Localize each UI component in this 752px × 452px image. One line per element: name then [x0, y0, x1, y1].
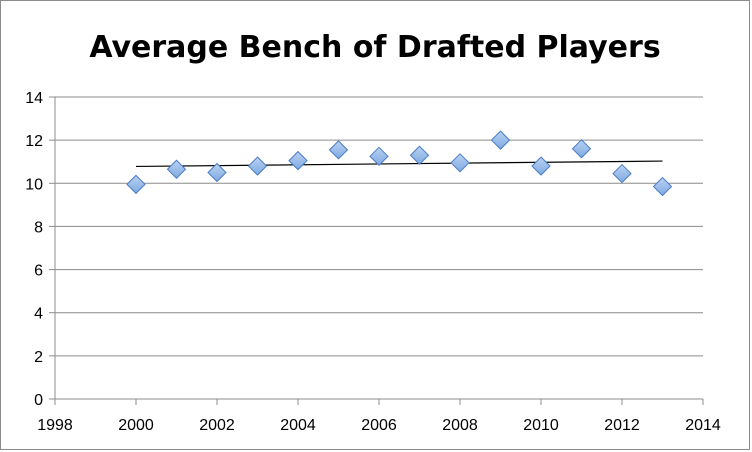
chart-title: Average Bench of Drafted Players	[89, 30, 661, 65]
y-tick-label: 12	[25, 133, 43, 150]
data-point	[207, 162, 227, 183]
y-tick-label: 14	[25, 90, 43, 107]
y-tick-label: 0	[34, 392, 43, 409]
axes	[49, 96, 704, 405]
y-tick-label: 4	[34, 306, 43, 323]
x-tick-label: 2010	[523, 417, 559, 434]
x-tick-label: 2002	[199, 417, 235, 434]
trendline-segment	[135, 160, 663, 168]
x-tick-label: 2006	[361, 417, 397, 434]
x-tick-label: 2000	[118, 417, 154, 434]
y-tick-label: 10	[25, 176, 43, 193]
x-tick-label: 2004	[280, 417, 316, 434]
data-point	[247, 156, 268, 176]
data-point	[328, 140, 349, 160]
data-point	[571, 139, 592, 159]
y-tick-label: 8	[34, 219, 43, 236]
gridlines	[55, 96, 703, 357]
trendline	[135, 160, 663, 168]
data-point	[490, 130, 511, 150]
data-point	[652, 176, 673, 197]
x-tick-label: 2008	[442, 417, 478, 434]
y-tick-label: 6	[34, 263, 43, 280]
data-point	[369, 146, 389, 167]
data-point	[126, 174, 146, 195]
tick-labels: 0 2 4 6 8 10 12 14 1998 2000 2002 2004 2006 2008 2010 2…	[25, 90, 721, 434]
y-tick-label: 2	[34, 349, 43, 366]
x-tick-label: 2014	[685, 417, 721, 434]
data-point	[288, 150, 308, 171]
data-points	[126, 130, 673, 197]
data-point	[612, 163, 632, 184]
x-tick-label: 1998	[37, 417, 73, 434]
data-point	[450, 153, 470, 173]
data-point	[531, 156, 551, 176]
x-tick-label: 2012	[604, 417, 640, 434]
data-point	[409, 145, 430, 165]
data-point	[166, 159, 187, 179]
